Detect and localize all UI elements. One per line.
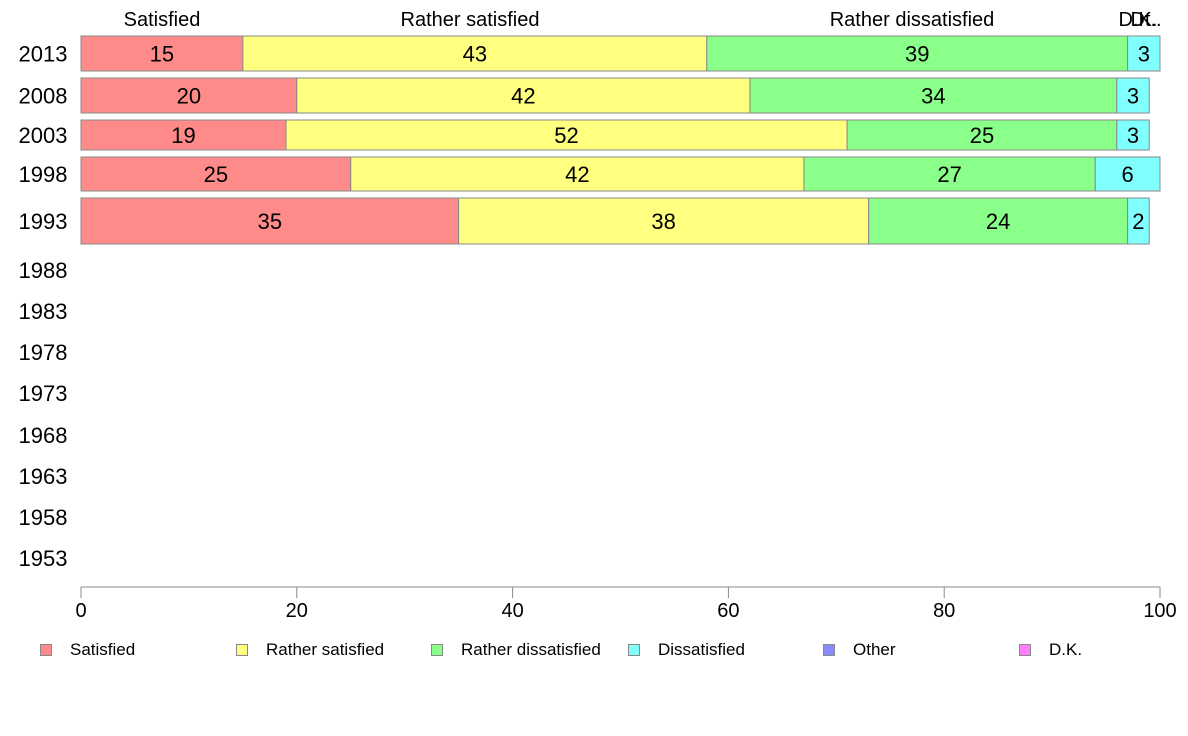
top-label: Dt.. [1130, 9, 1161, 31]
bar-segment [803, 156, 1096, 192]
year-label: 1993 [19, 209, 68, 234]
bar-value-label: 25 [204, 162, 228, 187]
bar-value-label: 34 [921, 84, 945, 109]
bar-value-label: 27 [937, 162, 961, 187]
year-label: 1983 [19, 299, 68, 324]
legend-label: Satisfied [70, 640, 136, 659]
bar-value-label: 3 [1138, 42, 1150, 67]
year-axis-labels: 2013 2008 2003 1998 1993 1988 1983 1978 1973 1968… [19, 42, 68, 572]
legend-item: Satisfied [40, 640, 135, 660]
bar-segment [1094, 156, 1161, 192]
stacked-bar-chart: Satisfied Rather satisfied Rather dissatis… [19, 9, 1177, 622]
bar-segment [350, 156, 805, 192]
bar-value-label: 2 [1132, 209, 1144, 234]
year-label: 1963 [19, 464, 68, 489]
bar-segment [242, 35, 708, 72]
bar-value-label: 15 [150, 42, 174, 67]
bar-segment [1116, 77, 1150, 114]
bar-segment [296, 77, 751, 114]
bar-segment [1127, 35, 1161, 72]
legend-label: Other [853, 640, 896, 659]
legend-swatch [1019, 644, 1031, 656]
legend-swatch [628, 644, 640, 656]
bar-segment [80, 77, 298, 114]
bar-value-label: 35 [258, 209, 282, 234]
x-tick-label: 100 [1143, 600, 1176, 622]
legend-label: D.K. [1049, 640, 1083, 659]
year-label: 1978 [19, 340, 68, 365]
legend-swatch [431, 644, 443, 656]
legend-item: D.K. [1019, 640, 1082, 660]
bar-value-label: 3 [1127, 84, 1139, 109]
year-label: 1968 [19, 423, 68, 448]
bar-value-label: 3 [1127, 123, 1139, 148]
x-tick-label: 60 [717, 600, 739, 622]
bar-value-label: 6 [1122, 162, 1134, 187]
legend-swatch [236, 644, 248, 656]
legend-swatch [40, 644, 52, 656]
bar-segment [285, 119, 848, 151]
legend-label: Rather satisfied [266, 640, 385, 659]
bar-value-label: 25 [970, 123, 994, 148]
bar-segment [1116, 119, 1150, 151]
bar-value-label: 20 [177, 84, 201, 109]
legend-item: Dissatisfied [628, 640, 745, 660]
year-label: 1953 [19, 546, 68, 571]
bar-value-label: 19 [171, 123, 195, 148]
legend-label: Dissatisfied [658, 640, 745, 659]
bar-segment [80, 156, 352, 192]
top-category-labels: Satisfied Rather satisfied Rather dissatis… [124, 9, 1162, 31]
bar-value-label: 38 [651, 209, 675, 234]
x-tick-label: 0 [75, 600, 86, 622]
bar-value-label: 24 [986, 209, 1010, 234]
bar-value-label: 42 [565, 162, 589, 187]
top-label: Rather dissatisfied [830, 9, 995, 31]
year-label: 2008 [19, 84, 68, 109]
legend-item: Other [823, 640, 896, 660]
legend-item: Rather satisfied [236, 640, 384, 660]
bar-segment [846, 119, 1118, 151]
top-label: Satisfied [124, 9, 201, 31]
year-label: 1988 [19, 258, 68, 283]
x-axis: 0 20 40 60 80 100 [75, 586, 1177, 622]
bar-segment [1127, 197, 1150, 245]
top-label: Rather satisfied [401, 9, 540, 31]
bar-segment [458, 197, 870, 245]
bar-value-label: 52 [554, 123, 578, 148]
x-tick-label: 20 [286, 600, 308, 622]
bar-segment [80, 119, 287, 151]
bar-value-label: 43 [463, 42, 487, 67]
year-label: 1973 [19, 381, 68, 406]
bar-segment [868, 197, 1129, 245]
year-label: 1958 [19, 505, 68, 530]
year-label: 1998 [19, 162, 68, 187]
legend-swatch [823, 644, 835, 656]
legend: Satisfied Rather satisfied Rather dissatis… [40, 640, 1180, 662]
x-tick-label: 80 [933, 600, 955, 622]
bar-segment [749, 77, 1118, 114]
year-label: 2003 [19, 123, 68, 148]
bar-value-label: 42 [511, 84, 535, 109]
legend-item: Rather dissatisfied [431, 640, 601, 660]
top-label: D.K. [1119, 9, 1158, 31]
bar-value-label: 39 [905, 42, 929, 67]
year-label: 2013 [19, 42, 68, 67]
x-tick-label: 40 [501, 600, 523, 622]
bars: 15 43 39 3 20 42 34 3 19 52 25 3 25 42 27 6 35 38 24 2 [80, 35, 1161, 245]
legend-label: Rather dissatisfied [461, 640, 601, 659]
